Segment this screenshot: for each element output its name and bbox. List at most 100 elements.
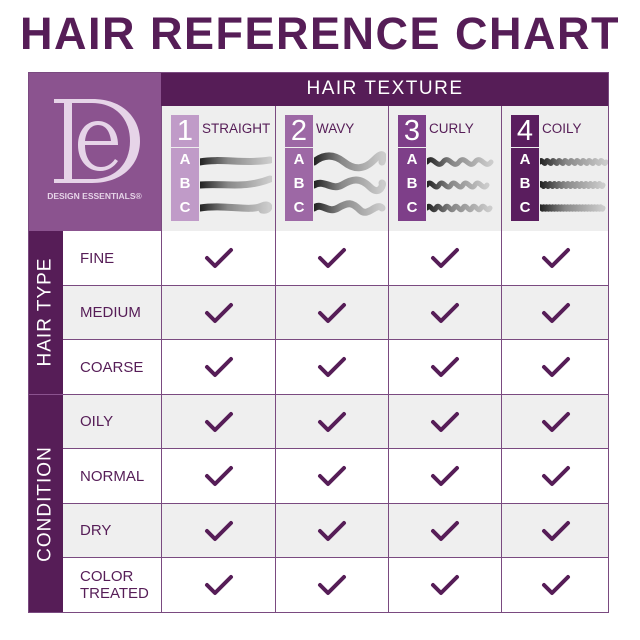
brand-name: DESIGN ESSENTIALS® xyxy=(47,191,142,201)
checkmark-icon xyxy=(318,466,346,487)
hair-texture-header: HAIR TEXTURE xyxy=(161,72,609,106)
checkmark-icon xyxy=(541,302,570,323)
hair-strands-icon xyxy=(314,151,386,216)
hair-strands-icon xyxy=(200,156,272,214)
checkmark-icon xyxy=(431,520,459,541)
cell-straight xyxy=(161,231,275,286)
hair-strand-c-icon xyxy=(427,203,493,213)
cell-wavy xyxy=(275,285,388,340)
row-label: NORMAL xyxy=(80,467,145,485)
texture-name: WAVY xyxy=(316,121,355,136)
cell-curly xyxy=(388,449,501,504)
hair-strand-a-icon xyxy=(540,158,609,166)
cell-curly xyxy=(388,285,501,340)
subtype-b: B xyxy=(519,175,531,192)
table-row-fine: FINE xyxy=(63,231,609,286)
cell-coily xyxy=(501,394,609,449)
cell-coily xyxy=(501,340,609,395)
subtype-b: B xyxy=(406,175,418,192)
cell-curly xyxy=(388,503,501,558)
cell-wavy xyxy=(275,558,388,613)
hair-strand-b-icon xyxy=(540,181,606,189)
texture-name: STRAIGHT xyxy=(202,121,271,136)
texture-name: CURLY xyxy=(429,121,474,136)
checkmark-icon xyxy=(204,520,233,541)
hair-strand-a-icon xyxy=(200,156,272,166)
cell-straight xyxy=(161,449,275,504)
checkmark-icon xyxy=(204,302,233,323)
checkmark-icon xyxy=(541,520,570,541)
texture-number: 4 xyxy=(511,115,539,147)
subtype-a: A xyxy=(519,151,531,168)
table-row-oily: OILY xyxy=(63,394,609,449)
hair-strand-b-icon xyxy=(200,175,272,189)
checkmark-icon xyxy=(204,466,233,487)
cell-curly xyxy=(388,558,501,613)
checkmark-icon xyxy=(431,357,459,378)
row-label: COLOR TREATED xyxy=(80,568,149,602)
checkmark-icon xyxy=(541,466,570,487)
hair-strand-c-icon xyxy=(314,200,386,216)
checkmark-icon xyxy=(318,357,346,378)
hair-strand-b-icon xyxy=(314,176,386,195)
hair-type-label: HAIR TYPE xyxy=(34,257,56,367)
checkmark-icon xyxy=(541,357,570,378)
row-label: DRY xyxy=(80,522,112,539)
table-row-coarse: COARSE xyxy=(63,340,609,395)
checkmark-icon xyxy=(318,411,346,432)
cell-straight xyxy=(161,558,275,613)
cell-curly xyxy=(388,340,501,395)
hair-strands-icon xyxy=(540,158,609,212)
checkmark-icon xyxy=(318,302,346,323)
hair-type-group-label: HAIR TYPE xyxy=(28,231,63,394)
subtype-c: C xyxy=(519,199,531,216)
cell-coily xyxy=(501,285,609,340)
checkmark-icon xyxy=(431,411,459,432)
checkmark-icon xyxy=(541,248,570,269)
checkmark-icon xyxy=(318,248,346,269)
subtype-b: B xyxy=(179,175,191,192)
page-title: HAIR REFERENCE CHART xyxy=(19,8,620,59)
row-label: OILY xyxy=(80,413,114,430)
row-label: FINE xyxy=(80,249,115,267)
row-label: COARSE xyxy=(80,358,144,376)
condition-label: CONDITION xyxy=(34,446,56,562)
checkmark-icon xyxy=(541,575,570,596)
cell-wavy xyxy=(275,449,388,504)
condition-group-label: CONDITION xyxy=(28,394,63,613)
cell-straight xyxy=(161,285,275,340)
checkmark-icon xyxy=(204,248,233,269)
checkmark-icon xyxy=(431,466,459,487)
design-essentials-logo xyxy=(54,99,140,183)
table-row-medium: MEDIUM xyxy=(63,285,609,340)
checkmark-icon xyxy=(318,520,346,541)
checkmark-icon xyxy=(318,575,346,596)
subtype-b: B xyxy=(293,175,305,192)
hair-strand-a-icon xyxy=(427,157,494,167)
texture-number: 1 xyxy=(171,115,199,147)
cell-straight xyxy=(161,503,275,558)
checkmark-icon xyxy=(431,302,459,323)
hair-strand-c-icon xyxy=(200,201,272,214)
checkmark-icon xyxy=(204,411,233,432)
cell-coily xyxy=(501,503,609,558)
cell-curly xyxy=(388,394,501,449)
texture-number: 3 xyxy=(398,115,426,147)
hair-strand-b-icon xyxy=(427,180,490,190)
cell-curly xyxy=(388,231,501,286)
checkmark-icon xyxy=(204,575,233,596)
subtype-a: A xyxy=(179,151,191,168)
table-row-dry: DRY xyxy=(63,503,609,558)
checkmark-icon xyxy=(541,411,570,432)
cell-coily xyxy=(501,449,609,504)
subtype-a: A xyxy=(406,151,418,168)
cell-coily xyxy=(501,231,609,286)
